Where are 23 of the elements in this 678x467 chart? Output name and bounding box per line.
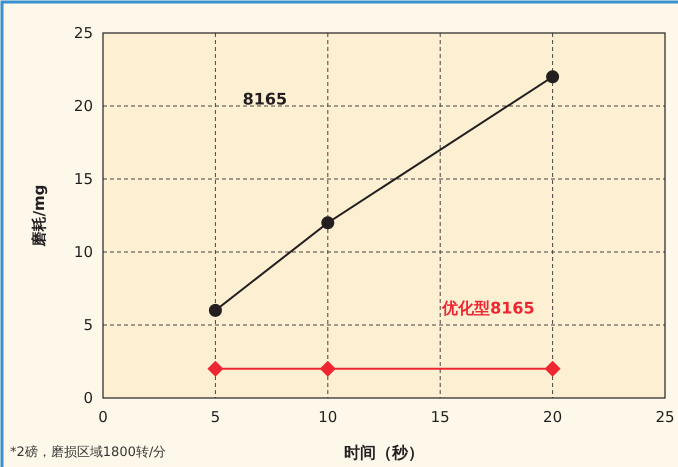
y-tick-label: 15 bbox=[74, 170, 93, 188]
point bbox=[320, 360, 336, 377]
x-tick-label: 10 bbox=[318, 408, 338, 426]
point bbox=[546, 70, 560, 84]
y-tick-label: 20 bbox=[74, 97, 93, 115]
y-axis-title: 磨耗/mg bbox=[30, 184, 48, 248]
text: *2磅，磨损区域1800转/分 bbox=[10, 445, 166, 460]
y-tick-label: 0 bbox=[83, 389, 93, 407]
point bbox=[321, 216, 334, 230]
x-tick-label: 15 bbox=[430, 408, 450, 426]
x-tick-label: 20 bbox=[543, 408, 562, 426]
text: 优化型8165 bbox=[441, 298, 535, 318]
y-tick-label: 10 bbox=[74, 243, 93, 261]
x-axis-title: 时间（秒） bbox=[344, 443, 424, 462]
point bbox=[207, 360, 224, 377]
point bbox=[544, 360, 561, 377]
text: 8165 bbox=[242, 90, 288, 109]
point bbox=[208, 304, 222, 317]
x-tick-label: 25 bbox=[655, 408, 675, 426]
y-tick-label: 25 bbox=[74, 24, 93, 42]
y-tick-label: 5 bbox=[83, 316, 93, 334]
x-tick-label: 0 bbox=[98, 408, 108, 426]
x-tick-label: 5 bbox=[210, 408, 220, 426]
